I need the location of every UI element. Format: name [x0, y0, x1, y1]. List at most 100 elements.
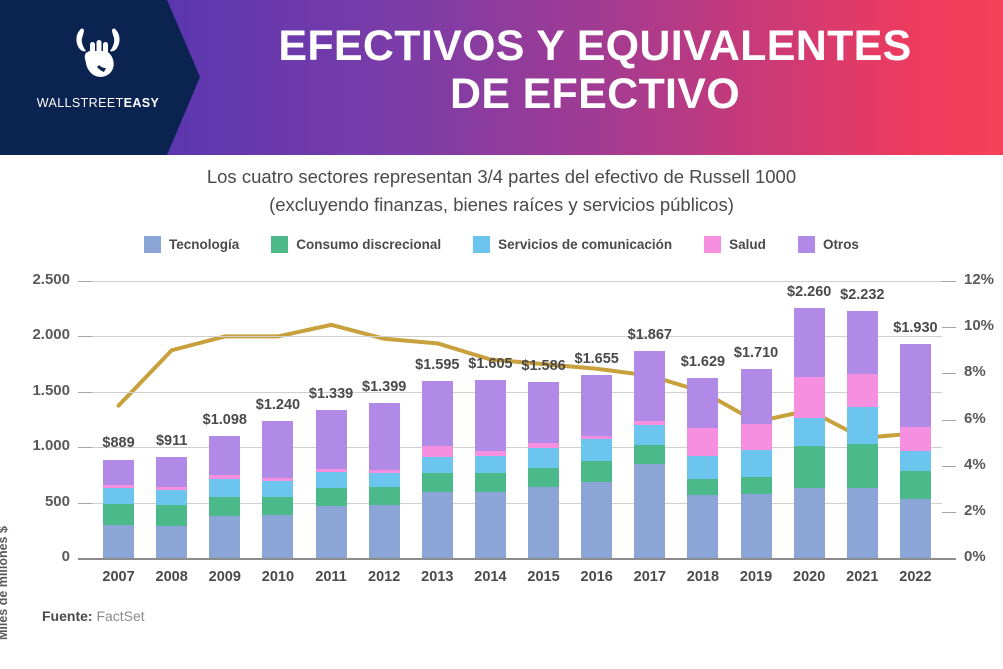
bar-column[interactable] — [899, 344, 931, 558]
bar-segment[interactable] — [846, 407, 878, 444]
bar-column[interactable] — [368, 403, 400, 558]
bar-segment[interactable] — [687, 479, 719, 496]
bar-segment[interactable] — [793, 418, 825, 446]
bar-segment[interactable] — [528, 487, 560, 558]
bar-column[interactable] — [474, 380, 506, 558]
bar-column[interactable] — [740, 368, 772, 558]
bar-column[interactable] — [103, 459, 135, 558]
bar-segment[interactable] — [740, 423, 772, 450]
bar-segment[interactable] — [581, 435, 613, 440]
bar-segment[interactable] — [740, 493, 772, 558]
bar-segment[interactable] — [899, 471, 931, 500]
bar-segment[interactable] — [581, 481, 613, 558]
bar-segment[interactable] — [846, 487, 878, 558]
bar-segment[interactable] — [103, 459, 135, 486]
legend-item[interactable]: Tecnología — [144, 236, 239, 253]
bar-segment[interactable] — [687, 377, 719, 428]
bar-segment[interactable] — [315, 472, 347, 488]
bar-segment[interactable] — [368, 504, 400, 558]
bar-column[interactable] — [421, 381, 453, 558]
bar-column[interactable] — [581, 374, 613, 558]
bar-segment[interactable] — [315, 487, 347, 506]
bar-segment[interactable] — [899, 427, 931, 452]
bar-segment[interactable] — [793, 488, 825, 558]
bar-segment[interactable] — [262, 515, 294, 558]
bar-segment[interactable] — [421, 492, 453, 558]
bar-column[interactable] — [262, 420, 294, 558]
bar-segment[interactable] — [315, 505, 347, 558]
bar-segment[interactable] — [740, 368, 772, 424]
bar-segment[interactable] — [103, 524, 135, 558]
bar-segment[interactable] — [262, 420, 294, 478]
bar-column[interactable] — [209, 436, 241, 558]
bar-segment[interactable] — [103, 488, 135, 504]
bar-segment[interactable] — [421, 456, 453, 473]
bar-segment[interactable] — [262, 481, 294, 497]
bar-segment[interactable] — [634, 420, 666, 426]
bar-segment[interactable] — [315, 409, 347, 470]
bar-segment[interactable] — [474, 451, 506, 456]
bar-segment[interactable] — [581, 439, 613, 462]
bar-segment[interactable] — [315, 469, 347, 473]
bar-segment[interactable] — [368, 469, 400, 474]
bar-segment[interactable] — [687, 427, 719, 456]
bar-segment[interactable] — [846, 443, 878, 488]
bar-segment[interactable] — [209, 475, 241, 479]
bar-segment[interactable] — [687, 495, 719, 558]
bar-column[interactable] — [793, 307, 825, 558]
bar-segment[interactable] — [899, 451, 931, 472]
bar-segment[interactable] — [528, 442, 560, 448]
bar-segment[interactable] — [899, 344, 931, 428]
bar-segment[interactable] — [581, 461, 613, 482]
bar-segment[interactable] — [209, 515, 241, 558]
bar-segment[interactable] — [740, 449, 772, 477]
bar-segment[interactable] — [421, 472, 453, 493]
bar-segment[interactable] — [528, 447, 560, 468]
bar-segment[interactable] — [156, 486, 188, 490]
bar-segment[interactable] — [474, 473, 506, 492]
bar-segment[interactable] — [793, 307, 825, 378]
bar-segment[interactable] — [156, 525, 188, 558]
bar-segment[interactable] — [103, 485, 135, 489]
bar-segment[interactable] — [209, 496, 241, 516]
bar-segment[interactable] — [474, 455, 506, 474]
legend-item[interactable]: Servicios de comunicación — [473, 236, 672, 253]
bar-column[interactable] — [846, 310, 878, 558]
bar-segment[interactable] — [528, 467, 560, 488]
bar-column[interactable] — [156, 457, 188, 558]
bar-segment[interactable] — [421, 381, 453, 447]
bar-segment[interactable] — [262, 477, 294, 481]
bar-segment[interactable] — [156, 489, 188, 506]
bar-segment[interactable] — [262, 496, 294, 516]
bar-segment[interactable] — [634, 445, 666, 465]
bar-segment[interactable] — [474, 491, 506, 558]
bar-segment[interactable] — [793, 377, 825, 419]
bar-segment[interactable] — [740, 476, 772, 494]
bar-segment[interactable] — [103, 503, 135, 525]
legend-item[interactable]: Consumo discrecional — [271, 236, 441, 253]
bar-segment[interactable] — [846, 310, 878, 375]
bar-segment[interactable] — [156, 505, 188, 526]
bar-segment[interactable] — [209, 436, 241, 476]
bar-segment[interactable] — [368, 403, 400, 470]
bar-column[interactable] — [528, 382, 560, 558]
bar-column[interactable] — [315, 409, 347, 558]
bar-segment[interactable] — [793, 445, 825, 489]
bar-segment[interactable] — [368, 473, 400, 488]
bar-segment[interactable] — [846, 374, 878, 408]
bar-segment[interactable] — [634, 425, 666, 445]
bar-segment[interactable] — [156, 457, 188, 487]
bar-segment[interactable] — [368, 487, 400, 505]
bar-column[interactable] — [634, 351, 666, 558]
bar-segment[interactable] — [687, 455, 719, 480]
bar-segment[interactable] — [634, 351, 666, 421]
bar-column[interactable] — [687, 377, 719, 558]
bar-segment[interactable] — [899, 499, 931, 558]
legend-item[interactable]: Salud — [704, 236, 766, 253]
bar-segment[interactable] — [209, 478, 241, 497]
bar-segment[interactable] — [634, 464, 666, 558]
bar-segment[interactable] — [474, 380, 506, 452]
bar-segment[interactable] — [581, 374, 613, 436]
legend-item[interactable]: Otros — [797, 236, 859, 253]
bar-segment[interactable] — [421, 446, 453, 457]
